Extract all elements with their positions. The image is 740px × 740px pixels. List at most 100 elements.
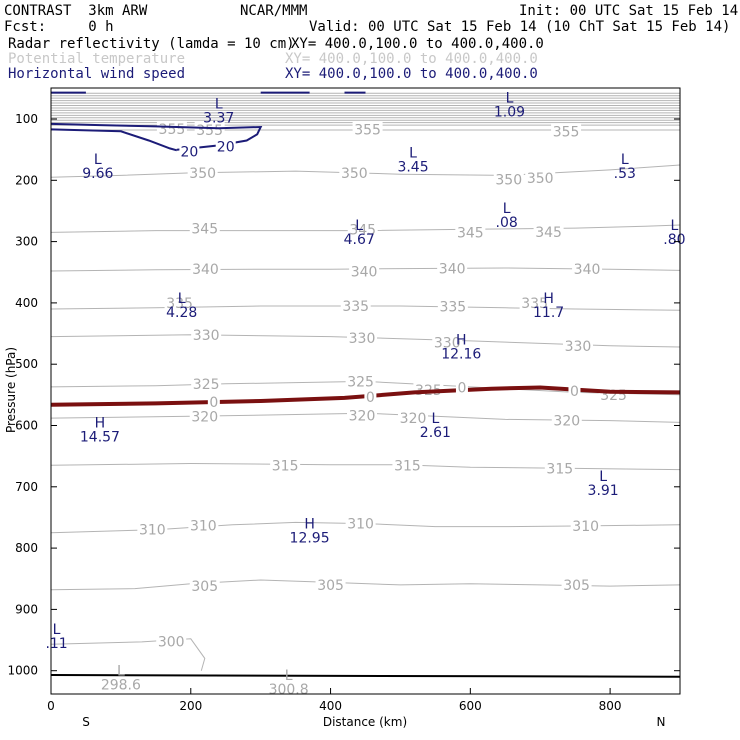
theta-label-bg: [270, 457, 301, 473]
extremum-letter-L: L: [671, 218, 679, 234]
x-tick-label: 400: [319, 699, 342, 713]
theta-label-355: 355: [159, 122, 186, 138]
theta-label-bg: [347, 329, 378, 345]
theta-min-letter: L: [285, 668, 293, 684]
y-tick-label: 100: [15, 112, 38, 126]
upper-isotherm-band: [51, 92, 680, 126]
theta-label-bg: [551, 123, 582, 139]
extremum-value: 1.09: [494, 105, 525, 121]
theta-label-350: 350: [189, 166, 216, 182]
zero-label: 0: [366, 390, 375, 406]
field-wind-name: Horizontal wind speed: [8, 66, 186, 82]
theta-label-340: 340: [439, 262, 466, 278]
theta-label-bg: [533, 223, 564, 239]
zero-label-bg: [364, 391, 377, 404]
zero-label-bg: [207, 396, 220, 409]
theta-label-310: 310: [139, 523, 166, 539]
field-reflectivity-xy: XY= 400.0,100.0 to 400.0,400.0: [291, 36, 544, 52]
y-tick-label: 1000: [7, 664, 38, 678]
extremum-value: 11.7: [533, 305, 564, 321]
theta-label-305: 305: [563, 578, 590, 594]
extremum-value: .53: [614, 166, 636, 182]
extremum-letter-L: L: [355, 218, 363, 234]
theta-label-325: 325: [193, 377, 220, 393]
theta-min-value: 298.6: [101, 678, 141, 694]
field-reflectivity-name: Radar reflectivity (lamda = 10 cm): [8, 36, 295, 52]
y-tick-label: 500: [15, 357, 38, 371]
theta-label-bg: [493, 171, 524, 187]
extremum-value: 12.16: [441, 347, 481, 363]
theta-contour-300: [51, 638, 206, 671]
theta-label-325: 325: [347, 374, 374, 390]
zero-line: [51, 385, 680, 407]
theta-label-bg: [572, 261, 603, 277]
field-theta-xy: XY= 400.0,100.0 to 400.0,400.0: [285, 51, 538, 67]
theta-label-bg: [189, 408, 220, 424]
theta-label-315: 315: [272, 458, 299, 474]
y-tick-label: 700: [15, 480, 38, 494]
theta-min-letter: L: [117, 664, 125, 680]
zero-label: 0: [457, 381, 466, 397]
theta-label-bg: [455, 224, 486, 240]
theta-contour-335: [51, 305, 680, 311]
wind-label-20: 20: [217, 140, 235, 156]
x-tick-label: 600: [459, 699, 482, 713]
theta-label-bg: [164, 294, 195, 310]
wind-label-bg: [179, 143, 200, 159]
theta-label-bg: [345, 515, 376, 531]
theta-contour-330: [51, 334, 680, 348]
ground-group: [51, 674, 680, 678]
zero-label: 0: [570, 384, 579, 400]
extremum-letter-L: L: [599, 469, 607, 485]
theta-label-bg: [437, 298, 468, 314]
theta-label-315: 315: [394, 458, 421, 474]
theta-label-340: 340: [574, 262, 601, 278]
y-tick-label: 900: [15, 602, 38, 616]
theta-label-320: 320: [400, 411, 427, 427]
theta-label-335: 335: [439, 300, 466, 316]
extremum-value: 3.45: [397, 160, 428, 176]
theta-label-310: 310: [190, 518, 217, 534]
theta-label-bg: [189, 578, 220, 594]
header-model: CONTRAST 3km ARW: [4, 3, 148, 19]
theta-label-bg: [561, 576, 592, 592]
theta-label-355: 355: [354, 122, 381, 138]
theta-label-320: 320: [191, 409, 218, 425]
x-tick-label: 200: [179, 699, 202, 713]
wind-contour: [51, 122, 263, 151]
theta-label-350: 350: [527, 171, 554, 187]
theta-label-320: 320: [349, 409, 376, 425]
header-center: NCAR/MMM: [240, 3, 308, 19]
theta-label-305: 305: [317, 578, 344, 594]
theta-label-bg: [191, 375, 222, 391]
x-axis-label: Distance (km): [323, 715, 407, 729]
y-tick-label: 400: [15, 296, 38, 310]
wind-contours: 20 20: [51, 91, 366, 160]
theta-label-340: 340: [192, 262, 219, 278]
zero-label-bg: [455, 382, 468, 395]
theta-min-value: 300.8: [269, 682, 309, 698]
wind-label-bg: [215, 138, 236, 154]
y-axis-label: Pressure (hPa): [4, 347, 18, 433]
theta-label-300: 300: [158, 634, 185, 650]
theta-label-bg: [562, 337, 593, 353]
theta-label-345: 345: [349, 222, 376, 238]
extremum-value: 14.57: [80, 429, 120, 445]
theta-label-bg: [187, 164, 218, 180]
axes-group: 0 200 400 600 800100200300400500600700800900…: [7, 112, 680, 713]
theta-label-330: 330: [349, 331, 376, 347]
theta-label-345: 345: [191, 222, 218, 238]
zero-line-group: 0 0 0 0: [51, 381, 680, 411]
y-tick-label: 600: [15, 419, 38, 433]
theta-label-355: 355: [553, 124, 580, 140]
theta-label-bg: [156, 120, 187, 136]
theta-label-bg: [190, 261, 221, 277]
theta-label-bg: [189, 220, 220, 236]
theta-label-bg: [188, 517, 219, 533]
extremum-value: 12.95: [290, 531, 330, 547]
header-fcst: Fcst: 0 h: [4, 19, 114, 35]
field-theta-name: Potential temperature: [8, 51, 186, 67]
extremum-value: 4.28: [166, 305, 197, 321]
extremum-value: .11: [45, 636, 67, 652]
